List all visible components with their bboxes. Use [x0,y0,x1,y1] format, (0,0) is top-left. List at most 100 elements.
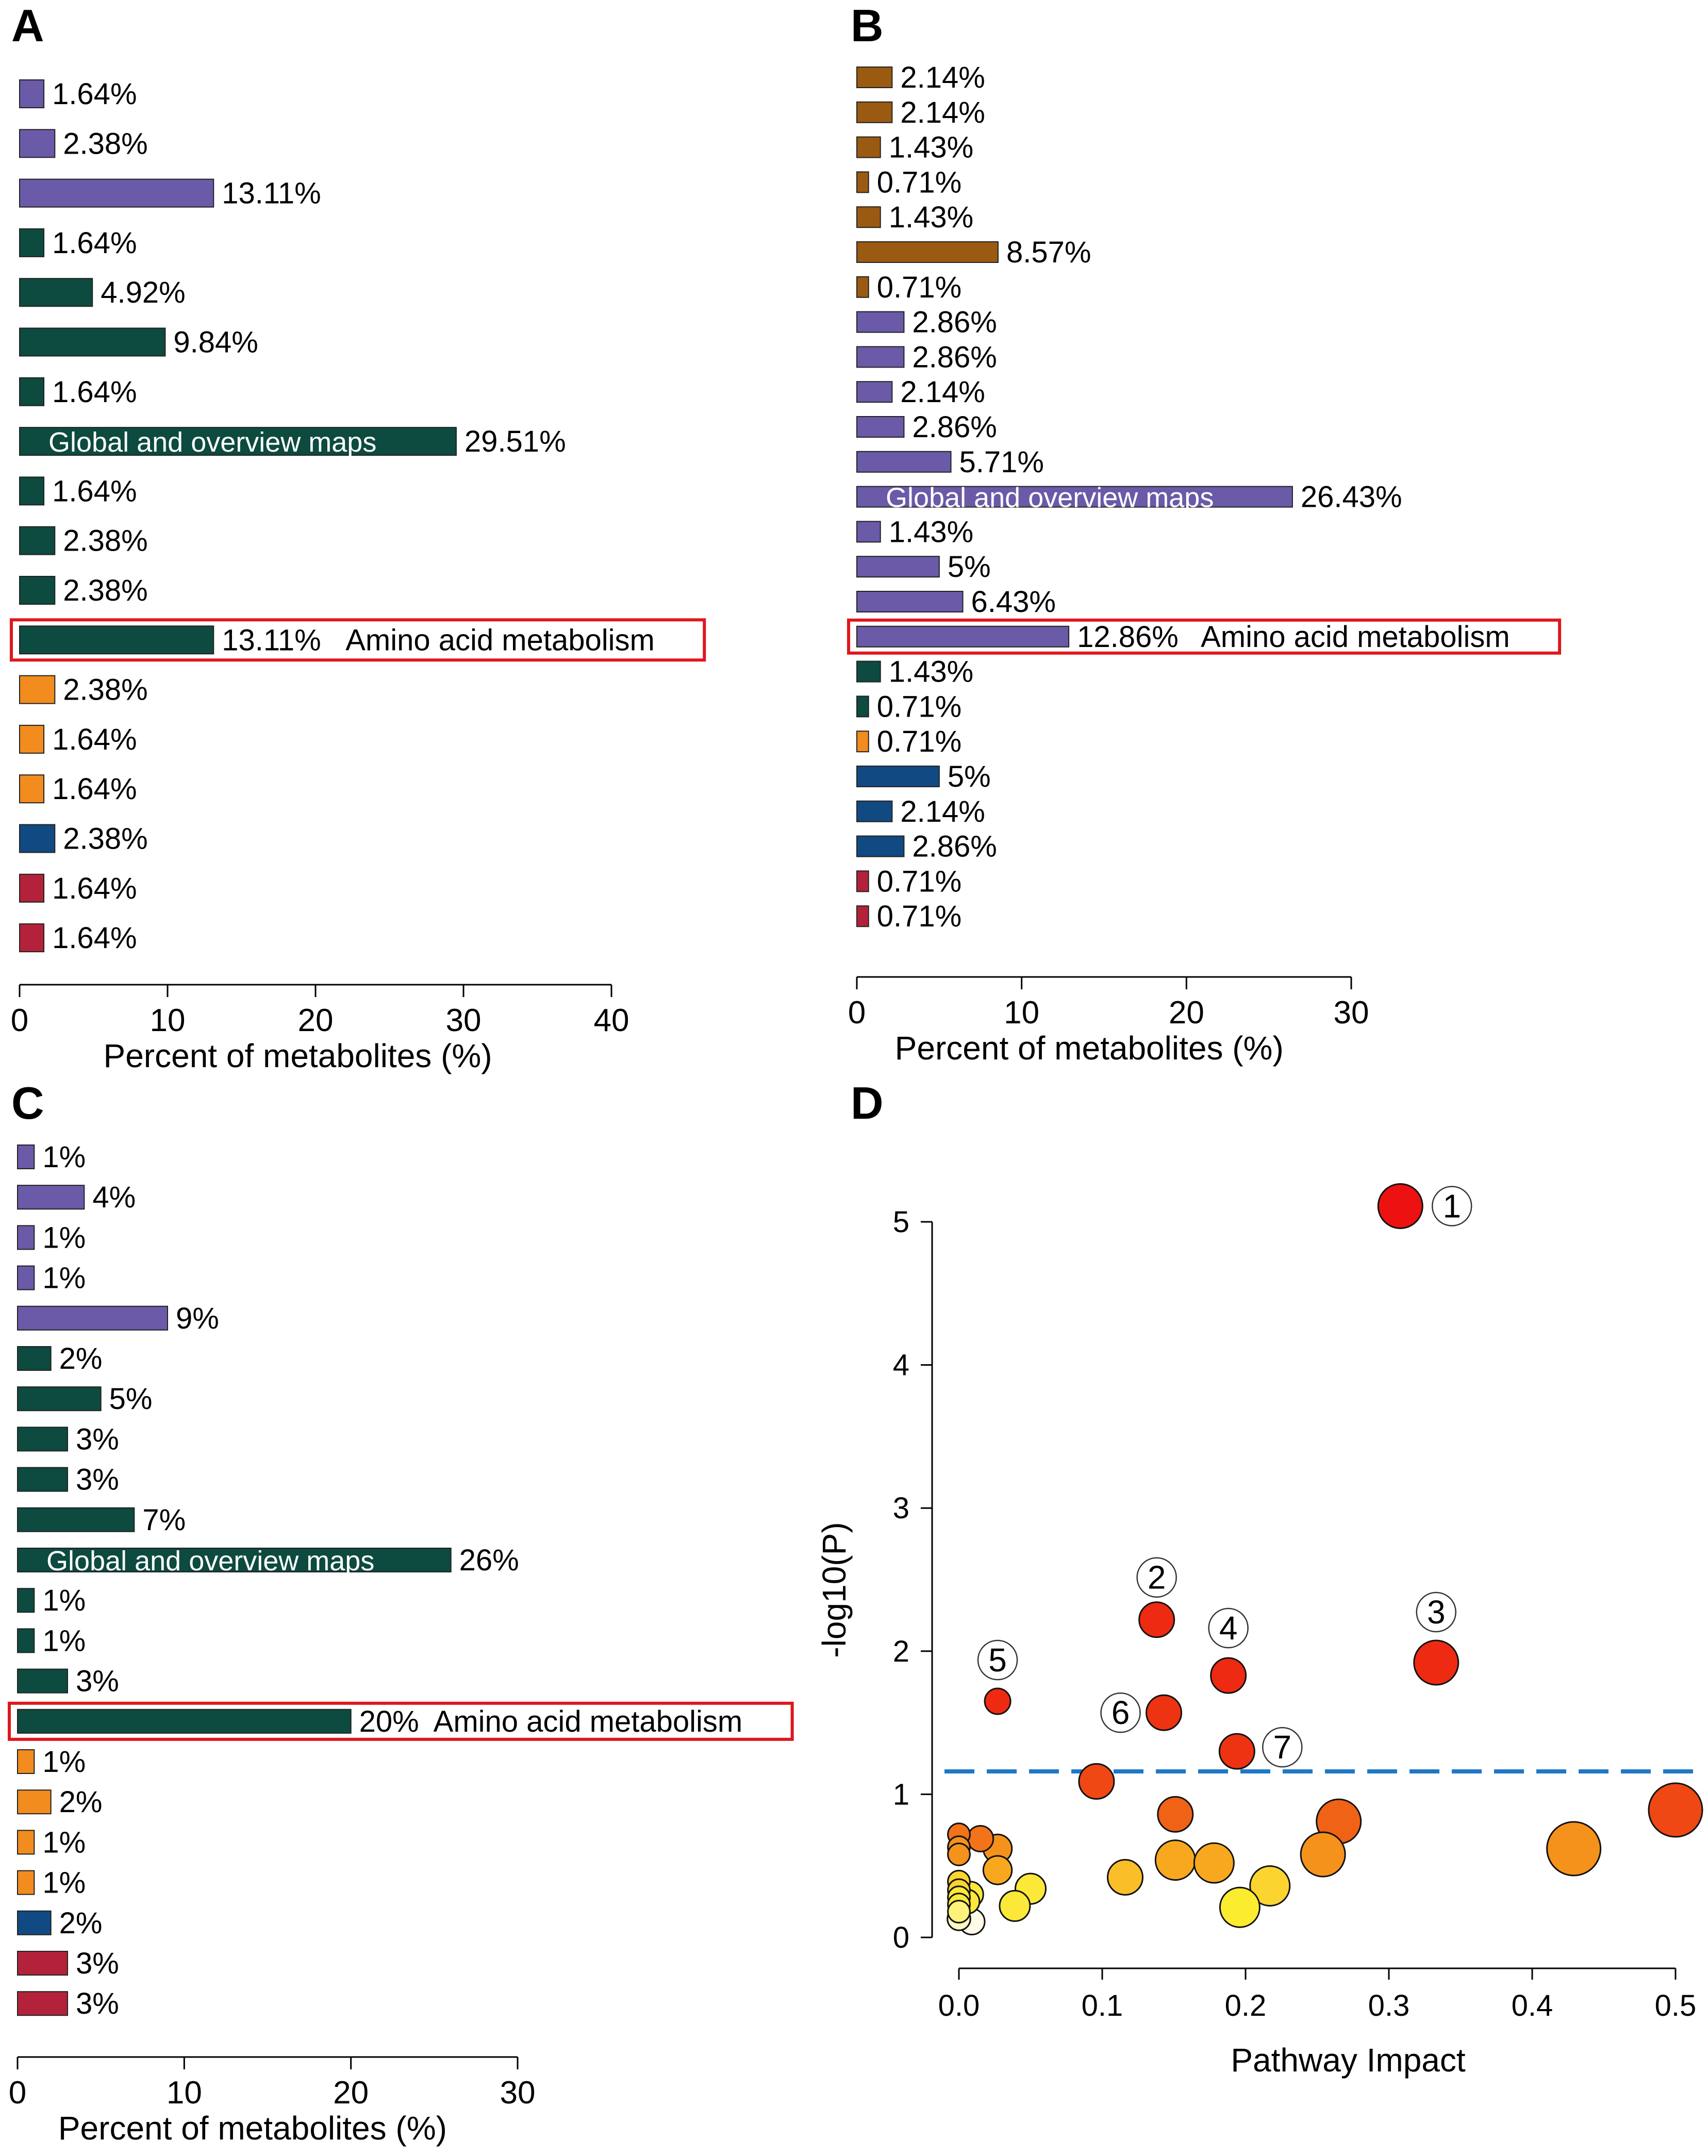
bar-value-label: 1.43% [889,515,973,549]
pathway-point [1078,1763,1115,1800]
bar [19,427,457,456]
bar [856,451,952,473]
x-tick-label: 10 [167,2075,202,2111]
bar [856,800,893,822]
bar-value-label: 1.64% [52,375,137,409]
bar-value-label: 4% [92,1181,136,1214]
bar-value-label: 1.64% [52,474,137,508]
pathway-point [1154,1839,1196,1881]
bar [19,675,56,704]
bar [856,101,893,123]
bar [19,278,93,307]
pathway-point [1648,1782,1703,1838]
pathway-point [1138,1601,1175,1638]
bar [856,521,881,543]
x-tick-label: 20 [333,2075,369,2111]
bar [856,206,881,228]
bar [856,556,940,578]
bar-value-label: 0.71% [877,271,961,304]
bar-value-label: 3% [76,1987,119,2020]
bar-value-label: 2.14% [900,96,985,129]
bar-value-label: 0.71% [877,900,961,933]
callout-circle [1262,1727,1303,1768]
y-tick-label: 3 [893,1491,909,1525]
callout-number: 6 [1112,1694,1130,1731]
pathway-point [1300,1831,1346,1878]
panel-b: B 2.14%2.14%1.43%0.71%1.43%8.57%0.71%2.8… [847,0,1562,1067]
bar-value-label: 3% [76,1463,119,1497]
panel-a: A 1.64% 2.38% 13.11% 1.64% 4.92% 9.84% 1.64% 29… [10,0,706,1074]
bar-value-label: 1.64% [52,772,137,806]
pathway-point [1249,1865,1291,1907]
bar-value-label: 2.14% [900,375,985,409]
bar-value-label: 2% [59,1785,103,1819]
bar [17,1951,68,1976]
bar [19,377,45,406]
pathway-point [1219,1886,1261,1928]
bar [17,1467,68,1492]
bar-value-label: 13.11% [222,623,321,657]
bar-value-label: 2.38% [63,524,147,558]
x-tick-label: 20 [1169,995,1204,1031]
x-tick-label: 0 [9,2075,26,2111]
bar-value-label: 1.64% [52,226,137,260]
bar-value-label: 1% [42,1866,86,1900]
bar [19,774,45,804]
pathway-point [1218,1733,1255,1770]
x-tick-label: 40 [594,1003,629,1038]
bar-value-label: 7% [142,1503,186,1537]
callout-number: 1 [1442,1187,1461,1224]
bar-value-label: 1.64% [52,921,137,955]
bar-value-label: 6.43% [971,585,1056,619]
bar [17,1507,135,1532]
x-tick-label: 0 [848,995,866,1031]
x-tick-label: 30 [1334,995,1369,1031]
callout-circle [1100,1692,1141,1733]
pathway-point [1146,1694,1183,1731]
bar [856,625,1070,648]
bar-value-label: 9% [176,1302,219,1335]
x-axis-title: Percent of metabolites (%) [895,1030,1284,1067]
bar-value-label: 1% [42,1745,86,1779]
bar-value-label: 26.43% [1301,480,1402,514]
bar-value-label: 1.64% [52,872,137,905]
callout-circle [1416,1591,1456,1633]
bar [856,311,905,333]
bar [856,67,893,88]
bar [856,731,869,753]
bar [17,1145,35,1169]
bar [19,625,214,655]
bar-value-label: 5% [109,1382,153,1416]
bar-value-label: 1.43% [889,131,973,164]
bar [17,1628,35,1653]
bar [19,526,56,555]
x-tick-label: 30 [500,2075,536,2111]
bar-value-label: 2.38% [63,574,147,607]
bar [17,1548,452,1572]
bar [19,178,214,208]
x-tick-label: 0.5 [1655,1989,1697,2022]
callout-number: 4 [1219,1610,1238,1647]
pathway-point [1210,1657,1247,1694]
pathway-point [1377,1183,1423,1229]
bar [856,241,999,263]
x-tick-label: 10 [1004,995,1039,1031]
callout-number: 7 [1273,1729,1292,1766]
bar-value-label: 4.92% [101,276,185,309]
bar-value-label: 0.71% [877,725,961,758]
x-axis-title: Percent of metabolites (%) [58,2110,447,2147]
y-tick-label: 0 [893,1921,909,1954]
bar-inside-label: Global and overview maps [48,427,376,458]
bar-value-label: 0.71% [877,165,961,199]
x-tick-label: 0.4 [1512,1989,1553,2022]
panel-label-c: C [11,1077,44,1129]
bar [17,1870,35,1895]
y-tick-label: 2 [893,1635,909,1668]
bar-value-label: 2.86% [912,340,997,374]
bar [856,346,905,368]
callout-number: 3 [1427,1594,1446,1631]
bar [19,79,45,108]
bar-value-label: 20% [359,1705,419,1738]
x-tick-label: 0.0 [938,1989,980,2022]
